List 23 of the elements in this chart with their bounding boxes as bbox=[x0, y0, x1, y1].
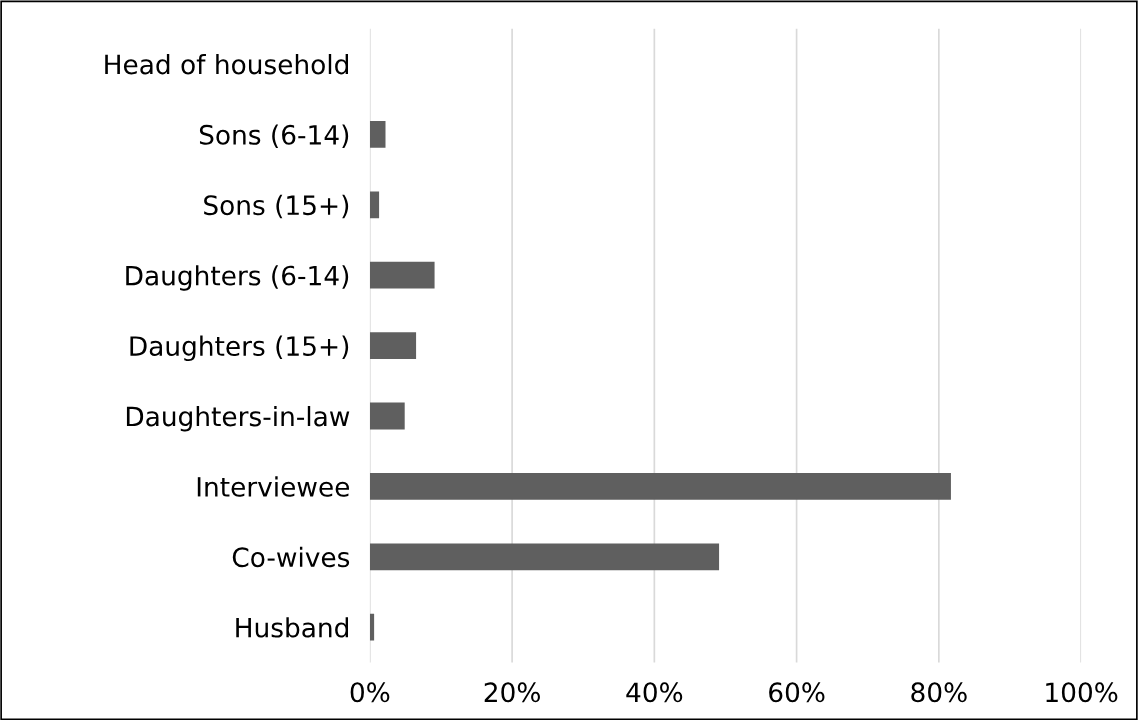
y-tick-label: Daughters-in-law bbox=[126, 405, 350, 432]
y-tick-label: Husband bbox=[236, 617, 348, 638]
bar bbox=[369, 473, 951, 500]
y-tick-label: Daughters (15+) bbox=[130, 335, 349, 362]
bar bbox=[369, 613, 375, 641]
y-tick-label: Co-wives bbox=[232, 546, 350, 568]
bar bbox=[369, 543, 720, 571]
y-tick-label: Daughters (6-14) bbox=[126, 265, 349, 291]
x-tick-label: 0% bbox=[350, 682, 390, 703]
bar bbox=[369, 191, 380, 219]
x-tick-label: 80% bbox=[911, 682, 967, 703]
bar bbox=[369, 332, 417, 359]
y-tick-label: Sons (6-14) bbox=[199, 124, 349, 148]
x-tick-label: 20% bbox=[484, 682, 540, 703]
x-tick-label: 100% bbox=[1046, 682, 1118, 703]
x-tick-label: 60% bbox=[769, 682, 825, 703]
y-tick-label: Sons (15+) bbox=[204, 194, 349, 219]
bar bbox=[369, 261, 435, 289]
bar bbox=[369, 402, 405, 430]
x-tick-label: 40% bbox=[626, 682, 683, 703]
y-tick-label: Interviewee bbox=[197, 476, 349, 497]
bar bbox=[369, 121, 386, 148]
y-tick-label: Head of household bbox=[105, 53, 348, 75]
